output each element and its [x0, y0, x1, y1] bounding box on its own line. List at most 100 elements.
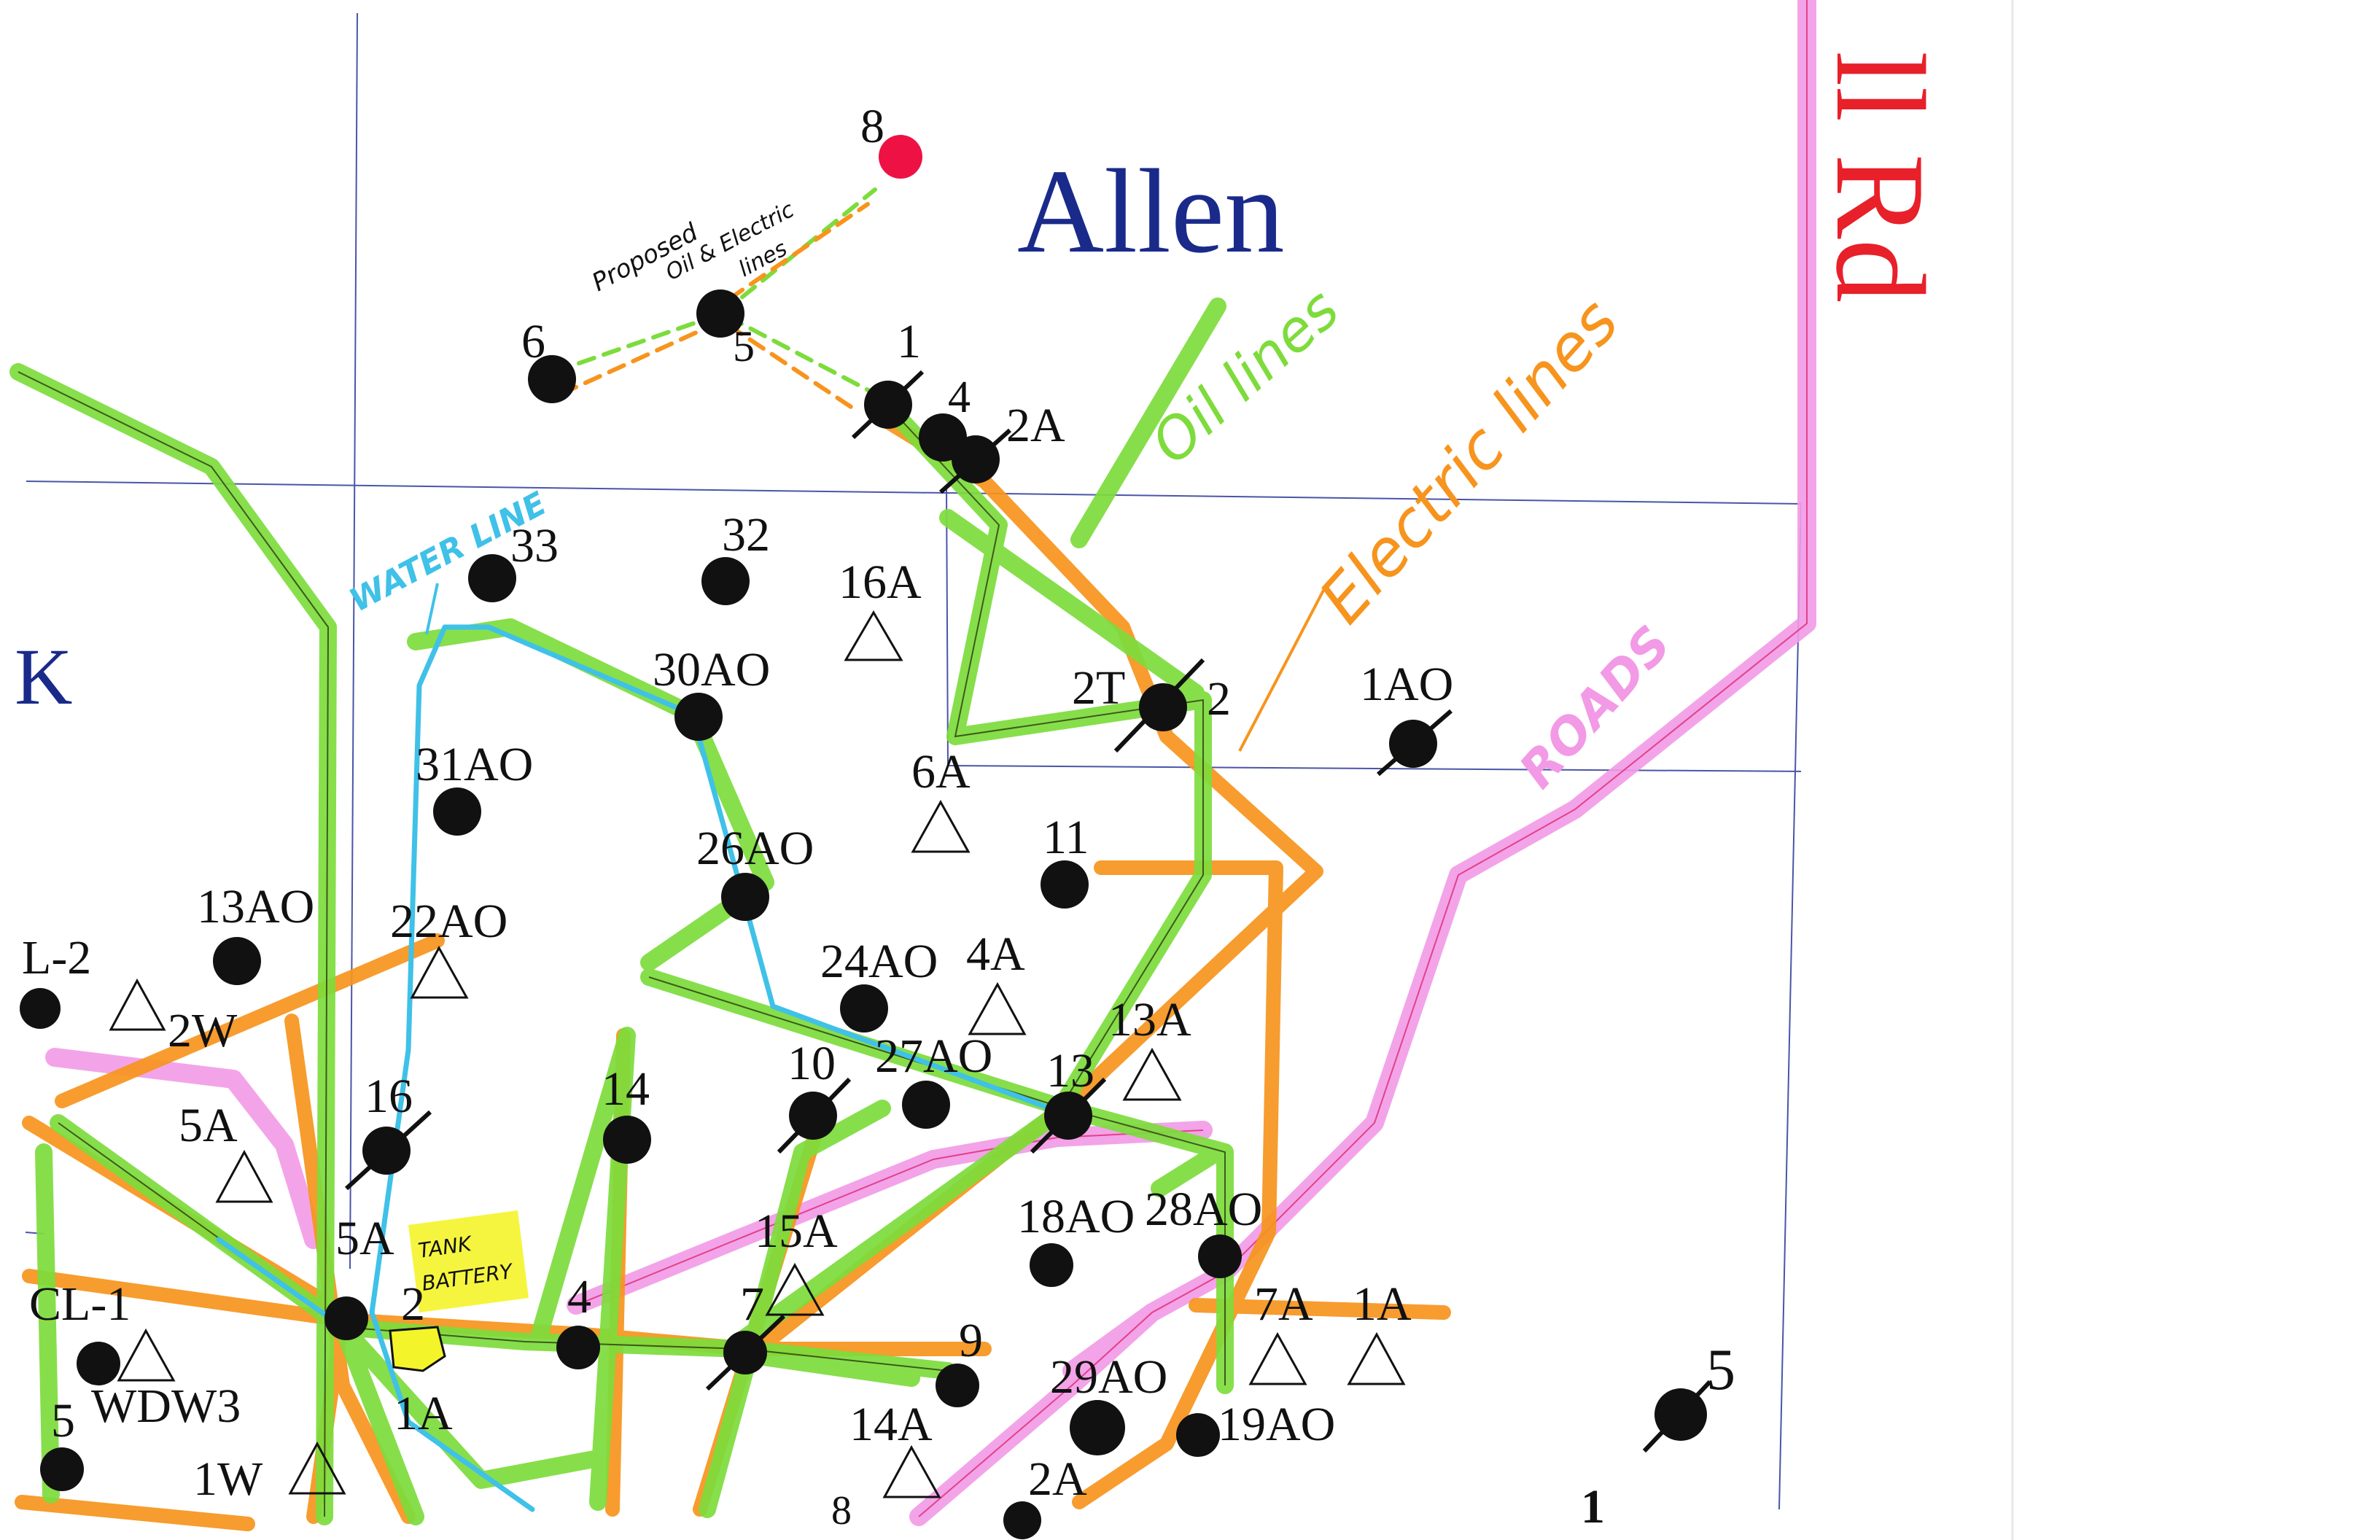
well-label: 4	[567, 1270, 591, 1323]
well-label: WDW3	[91, 1380, 241, 1433]
well-marker[interactable]	[77, 1342, 120, 1385]
oil-line	[939, 509, 1205, 701]
well-marker[interactable]	[40, 1447, 84, 1491]
well-marker[interactable]	[117, 1328, 176, 1382]
well-marker[interactable]	[1070, 1400, 1125, 1455]
well-marker[interactable]	[840, 984, 888, 1032]
well-marker[interactable]	[1198, 1234, 1242, 1278]
well-label: 2W	[168, 1004, 238, 1057]
well-marker[interactable]	[109, 978, 166, 1031]
well-marker[interactable]	[696, 289, 744, 338]
well-label: 16A	[839, 556, 922, 609]
oil-line	[750, 1348, 920, 1387]
well-marker[interactable]	[938, 428, 1012, 494]
well-label: 5	[733, 322, 755, 370]
well-label: 13AO	[197, 880, 314, 933]
well-label: 2A	[1028, 1452, 1087, 1506]
well-label: 5A	[335, 1212, 394, 1265]
tank-battery-highlight	[408, 1210, 529, 1312]
well-label: 5A	[179, 1099, 238, 1152]
well-marker[interactable]	[1030, 1243, 1073, 1287]
well-marker[interactable]	[705, 1314, 786, 1391]
well-label: 6	[521, 315, 545, 368]
well-label: 4A	[966, 928, 1025, 981]
proposed-oil-line	[720, 187, 877, 316]
well-marker[interactable]	[1122, 1047, 1182, 1101]
well-label: 24AO	[820, 935, 938, 988]
well-marker[interactable]	[1003, 1501, 1041, 1539]
well-marker[interactable]	[701, 557, 750, 605]
well-marker[interactable]	[911, 799, 971, 853]
road-name: ll Rd	[1810, 51, 1951, 303]
well-label: 1W	[193, 1452, 263, 1506]
well-label: 1A	[1353, 1278, 1412, 1331]
well-label: 19AO	[1218, 1398, 1335, 1451]
well-marker[interactable]	[968, 981, 1027, 1035]
section-line	[946, 484, 949, 766]
well-marker[interactable]	[844, 610, 903, 661]
well-label: 2A	[1006, 399, 1065, 452]
section-line	[26, 481, 2035, 508]
well-label: 13	[1046, 1044, 1094, 1097]
wells: 8 6 5 1 4 2A 33 32 16A 30AO 2T 2 1AO 31A…	[20, 100, 1735, 1539]
well-marker[interactable]	[20, 988, 61, 1029]
well-marker[interactable]	[674, 693, 723, 741]
well-marker[interactable]	[1113, 658, 1205, 753]
well-marker[interactable]	[324, 1296, 368, 1340]
well-marker[interactable]	[344, 1110, 432, 1191]
water-line	[216, 1237, 346, 1330]
well-marker[interactable]	[879, 135, 922, 179]
leader-lines	[425, 583, 1329, 752]
well-marker[interactable]	[410, 945, 469, 999]
oil-line	[334, 1318, 607, 1489]
proposed-electric-line	[727, 202, 870, 301]
well-marker[interactable]	[468, 554, 516, 602]
well-marker[interactable]	[882, 1444, 941, 1498]
water-leader	[425, 583, 439, 635]
well-marker[interactable]	[936, 1364, 979, 1407]
well-label: 28AO	[1145, 1183, 1262, 1236]
well-label: 1AO	[1360, 658, 1453, 711]
electric-leader	[1238, 583, 1329, 752]
well-marker[interactable]	[433, 788, 481, 836]
well-marker[interactable]	[721, 873, 769, 921]
well-marker[interactable]	[1347, 1331, 1406, 1385]
electric-line	[1189, 1298, 1451, 1320]
well-marker[interactable]	[556, 1326, 600, 1369]
section-line	[947, 765, 1809, 772]
well-marker[interactable]	[1248, 1331, 1307, 1385]
well-marker[interactable]	[1642, 1380, 1712, 1453]
well-label: 1	[1581, 1480, 1605, 1533]
well-marker[interactable]	[603, 1116, 651, 1164]
well-marker[interactable]	[215, 1149, 273, 1203]
section-line	[1778, 502, 1802, 1510]
well-label: 7	[740, 1278, 764, 1331]
well-marker[interactable]	[902, 1081, 950, 1129]
well-label: 29AO	[1050, 1350, 1167, 1404]
well-label: 6A	[911, 745, 971, 798]
well-marker[interactable]	[777, 1077, 852, 1154]
electric-line	[284, 1014, 416, 1524]
well-marker[interactable]	[1041, 860, 1089, 909]
well-marker[interactable]	[1030, 1077, 1107, 1154]
road-line	[1062, 1303, 1162, 1380]
well-label: 5	[51, 1394, 75, 1447]
well-marker[interactable]	[765, 1262, 825, 1316]
map-title: Allen	[1017, 144, 1285, 278]
well-label: 22AO	[390, 895, 508, 948]
well-label: CL-1	[29, 1278, 131, 1331]
well-marker[interactable]	[851, 370, 925, 440]
proposed-electric-line	[559, 318, 855, 411]
well-marker[interactable]	[213, 937, 261, 985]
well-label: 2	[1207, 672, 1231, 726]
well-marker[interactable]	[1176, 1413, 1220, 1457]
oil-line	[1151, 1143, 1226, 1197]
well-label: 7A	[1254, 1278, 1313, 1331]
well-marker[interactable]	[288, 1441, 346, 1495]
well-marker[interactable]	[528, 355, 576, 403]
well-label: 1	[897, 315, 921, 368]
oil-line	[334, 1318, 424, 1525]
well-label: 9	[959, 1314, 983, 1367]
well-label: 8	[860, 100, 884, 153]
well-marker[interactable]	[1377, 709, 1452, 777]
